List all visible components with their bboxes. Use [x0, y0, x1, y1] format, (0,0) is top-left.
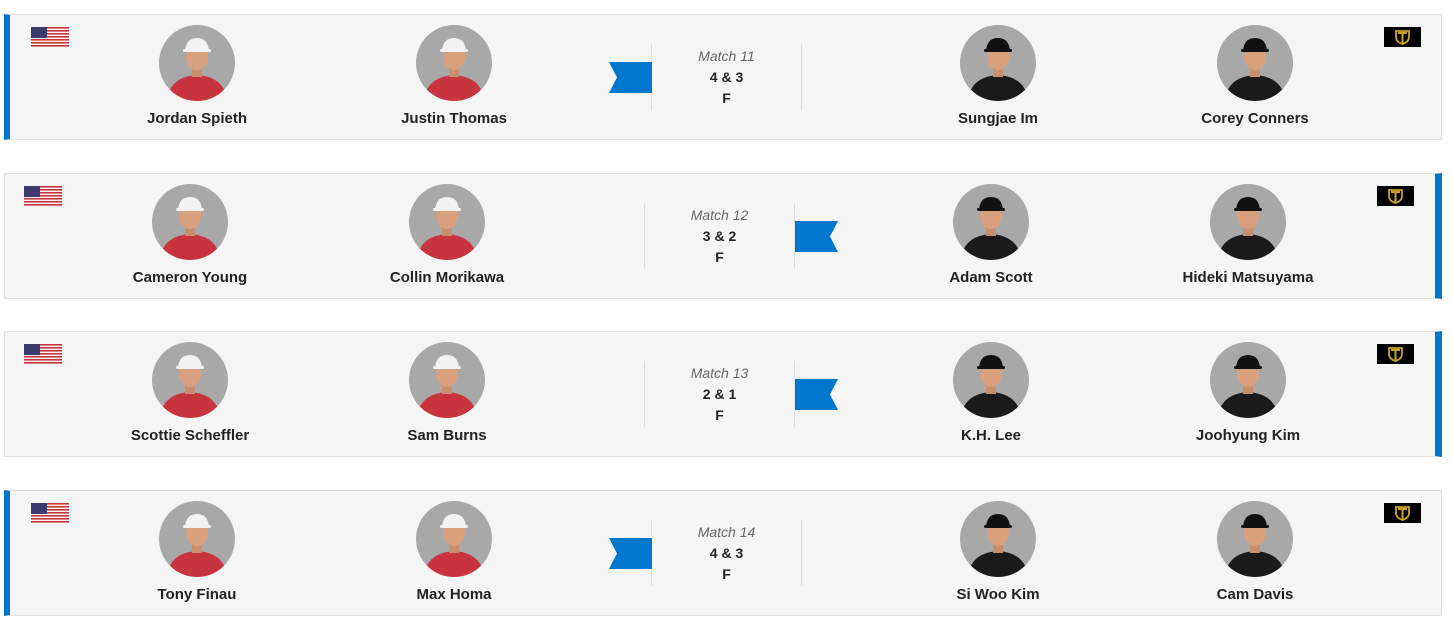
- match-label: Match 11: [698, 48, 755, 64]
- player-photo: [159, 501, 235, 577]
- player-name: Corey Conners: [1201, 110, 1309, 127]
- match-label: Match 13: [690, 365, 749, 381]
- match-result: 3 & 2: [702, 228, 737, 244]
- player-name: Collin Morikawa: [389, 269, 505, 286]
- match-status: F: [722, 566, 731, 582]
- player-photo: [960, 25, 1036, 101]
- player-name: Joohyung Kim: [1195, 427, 1301, 444]
- intl-player[interactable]: Cam Davis: [1155, 501, 1355, 603]
- player-name: Sungjae Im: [957, 110, 1039, 127]
- match-score: Match 11 4 & 3 F: [651, 44, 802, 110]
- player-name: Cam Davis: [1216, 586, 1294, 603]
- usa-player[interactable]: Collin Morikawa: [347, 184, 547, 286]
- usa-player[interactable]: Justin Thomas: [354, 25, 554, 127]
- match-result: 4 & 3: [709, 69, 744, 85]
- match-status: F: [722, 90, 731, 106]
- player-name: Si Woo Kim: [956, 586, 1040, 603]
- international-team-logo-icon: [1377, 186, 1414, 206]
- match-card[interactable]: Jordan Spieth Justin Thomas Sungjae Im C…: [4, 14, 1442, 140]
- player-photo: [1217, 501, 1293, 577]
- player-photo: [409, 342, 485, 418]
- player-photo: [416, 501, 492, 577]
- player-photo: [152, 342, 228, 418]
- intl-player[interactable]: Joohyung Kim: [1148, 342, 1348, 444]
- match-result: 4 & 3: [709, 545, 744, 561]
- usa-player[interactable]: Cameron Young: [90, 184, 290, 286]
- match-score: Match 13 2 & 1 F: [644, 361, 795, 427]
- usa-player[interactable]: Max Homa: [354, 501, 554, 603]
- winner-ribbon-icon: [795, 221, 838, 252]
- usa-player[interactable]: Jordan Spieth: [97, 25, 297, 127]
- match-status: F: [715, 249, 724, 265]
- player-photo: [1210, 342, 1286, 418]
- usa-flag-icon: [24, 344, 62, 364]
- player-photo: [152, 184, 228, 260]
- winner-ribbon-icon: [609, 62, 652, 93]
- player-name: K.H. Lee: [960, 427, 1021, 444]
- match-card[interactable]: Tony Finau Max Homa Si Woo Kim Cam Davis…: [4, 490, 1442, 616]
- intl-player[interactable]: Sungjae Im: [898, 25, 1098, 127]
- international-team-logo-icon: [1384, 503, 1421, 523]
- usa-player[interactable]: Tony Finau: [97, 501, 297, 603]
- match-score: Match 14 4 & 3 F: [651, 520, 802, 586]
- winner-ribbon-icon: [795, 379, 838, 410]
- usa-flag-icon: [31, 27, 69, 47]
- player-name: Hideki Matsuyama: [1182, 269, 1314, 286]
- match-card[interactable]: Scottie Scheffler Sam Burns K.H. Lee Joo…: [4, 331, 1442, 457]
- intl-player[interactable]: Si Woo Kim: [898, 501, 1098, 603]
- player-photo: [1210, 184, 1286, 260]
- match-card[interactable]: Cameron Young Collin Morikawa Adam Scott…: [4, 173, 1442, 299]
- usa-player[interactable]: Scottie Scheffler: [90, 342, 290, 444]
- usa-flag-icon: [24, 186, 62, 206]
- match-status: F: [715, 407, 724, 423]
- player-photo: [953, 184, 1029, 260]
- player-name: Jordan Spieth: [146, 110, 247, 127]
- winner-ribbon-icon: [609, 538, 652, 569]
- match-label: Match 12: [690, 207, 749, 223]
- usa-flag-icon: [31, 503, 69, 523]
- player-photo: [409, 184, 485, 260]
- player-name: Max Homa: [416, 586, 492, 603]
- match-label: Match 14: [697, 524, 756, 540]
- match-result: 2 & 1: [702, 386, 737, 402]
- intl-player[interactable]: K.H. Lee: [891, 342, 1091, 444]
- player-photo: [953, 342, 1029, 418]
- intl-player[interactable]: Corey Conners: [1155, 25, 1355, 127]
- player-name: Scottie Scheffler: [130, 427, 250, 444]
- player-name: Justin Thomas: [401, 110, 507, 127]
- player-name: Adam Scott: [949, 269, 1033, 286]
- player-name: Tony Finau: [157, 586, 237, 603]
- intl-player[interactable]: Adam Scott: [891, 184, 1091, 286]
- player-photo: [159, 25, 235, 101]
- player-name: Sam Burns: [407, 427, 487, 444]
- player-photo: [416, 25, 492, 101]
- international-team-logo-icon: [1384, 27, 1421, 47]
- intl-player[interactable]: Hideki Matsuyama: [1148, 184, 1348, 286]
- player-name: Cameron Young: [132, 269, 248, 286]
- match-score: Match 12 3 & 2 F: [644, 203, 795, 269]
- usa-player[interactable]: Sam Burns: [347, 342, 547, 444]
- player-photo: [1217, 25, 1293, 101]
- player-photo: [960, 501, 1036, 577]
- international-team-logo-icon: [1377, 344, 1414, 364]
